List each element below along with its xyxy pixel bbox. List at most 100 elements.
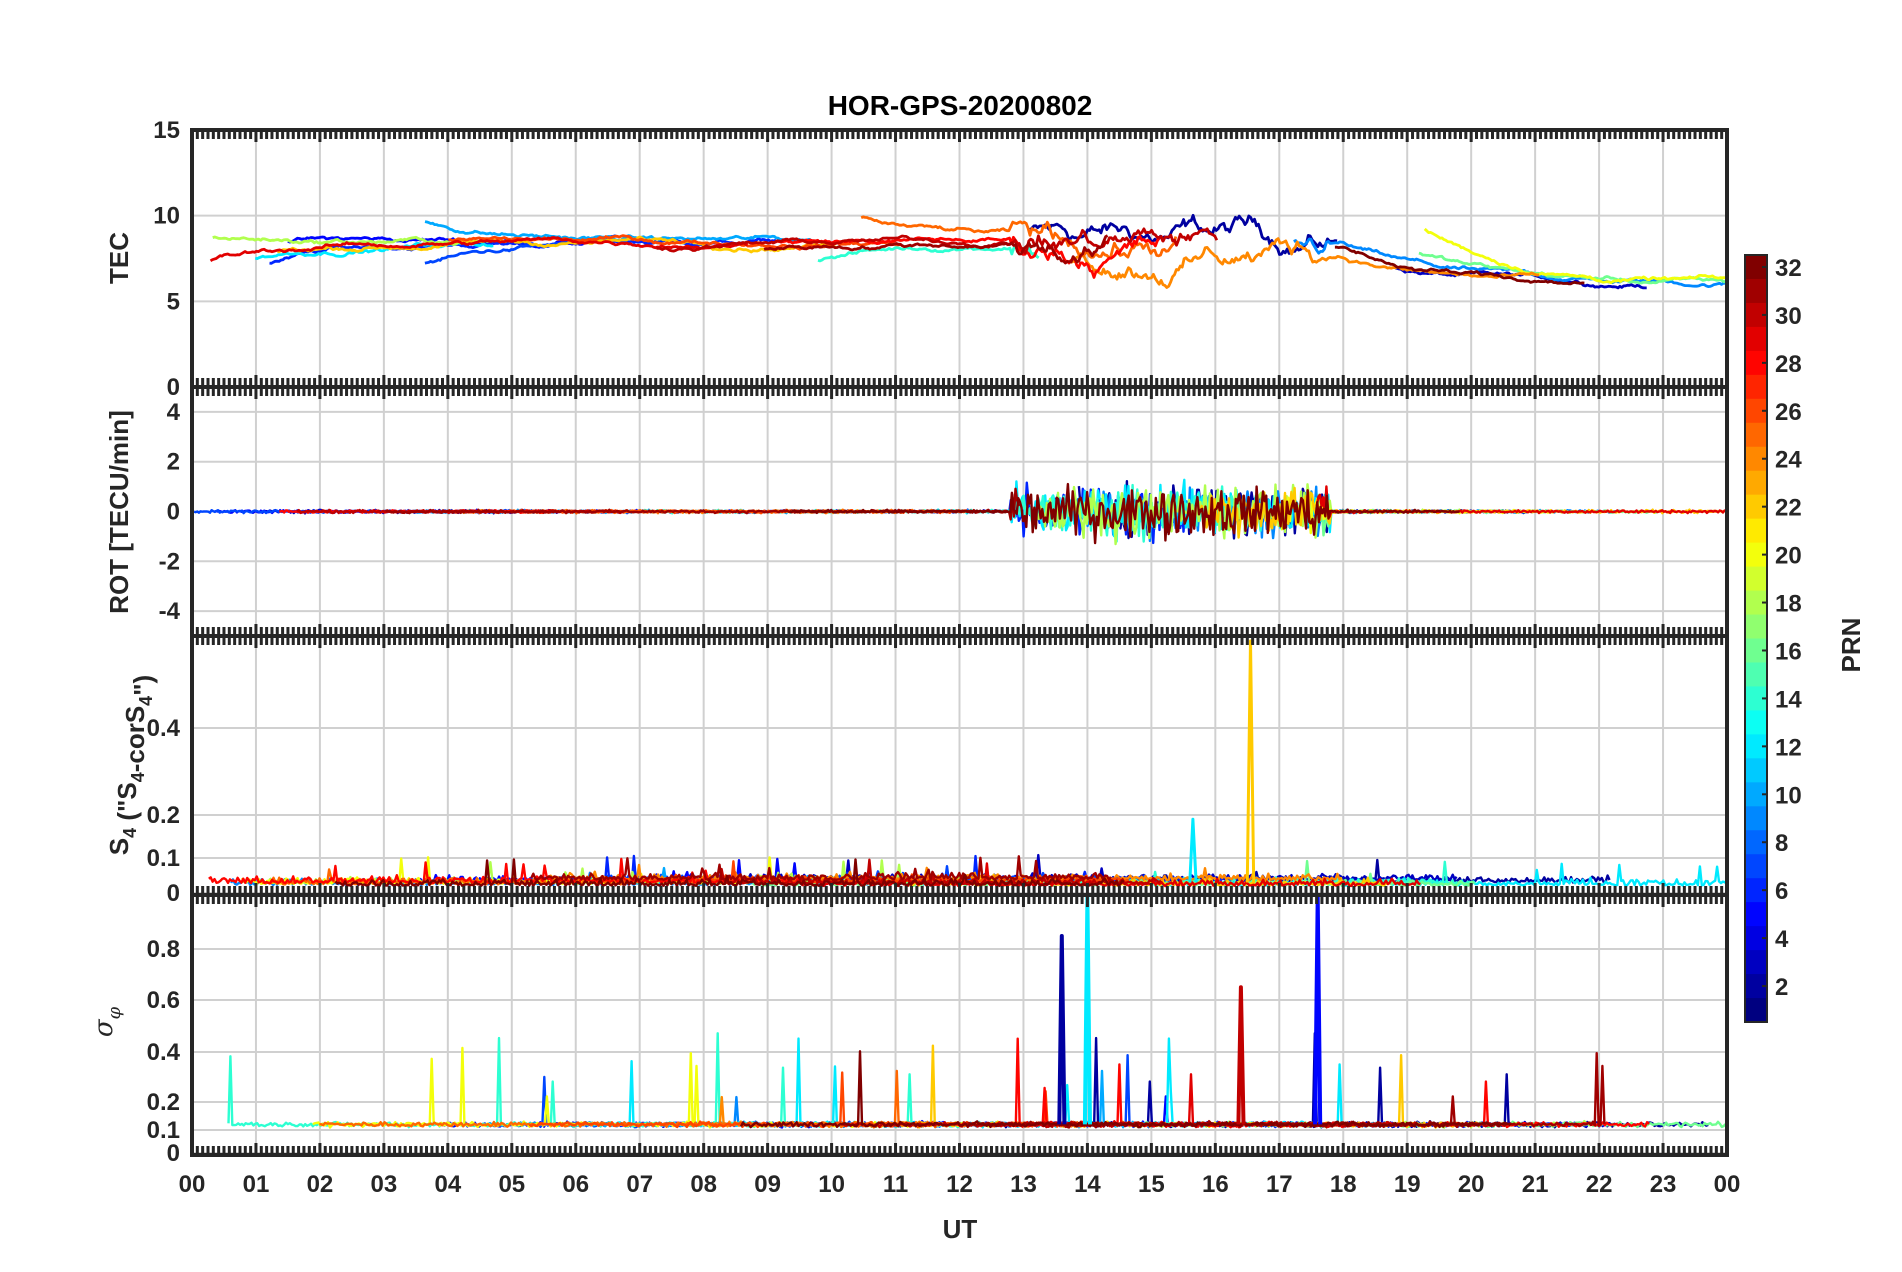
y-tick-label: -4 xyxy=(159,598,181,625)
y-tick-label: 0.6 xyxy=(147,987,180,1014)
tec-line-prn-14 xyxy=(817,245,1040,263)
tec-line-prn-18 xyxy=(212,235,494,246)
colorbar-tick-label: 32 xyxy=(1775,255,1802,282)
colorbar-swatch xyxy=(1745,255,1767,280)
tec-line-prn-25 xyxy=(860,215,1178,259)
y-tick-label: 2 xyxy=(167,449,180,476)
x-tick-label: 09 xyxy=(754,1171,781,1198)
grid xyxy=(191,129,1728,388)
y-tick-label: 0 xyxy=(167,1140,180,1167)
colorbar-tick-label: 8 xyxy=(1775,830,1788,857)
panel-3: 0.4 0.2 0.1 0 xyxy=(147,636,1728,907)
colorbar-swatch xyxy=(1745,830,1767,855)
colorbar-swatch xyxy=(1745,662,1767,688)
colorbar-tick-label: 20 xyxy=(1775,543,1802,570)
x-tick-label: 16 xyxy=(1202,1171,1229,1198)
x-tick-label: 14 xyxy=(1074,1171,1101,1198)
colorbar-swatch xyxy=(1745,710,1767,735)
colorbar-tick-label: 22 xyxy=(1775,495,1802,522)
y-tick-label: 0 xyxy=(167,880,180,907)
colorbar-swatch xyxy=(1745,806,1767,831)
colorbar-swatch xyxy=(1745,278,1767,304)
x-tick-label: 10 xyxy=(818,1171,845,1198)
x-tick-label: 12 xyxy=(946,1171,973,1198)
y-tick-label: 0 xyxy=(167,374,180,401)
sigma-peak xyxy=(1313,895,1323,1125)
colorbar-swatch xyxy=(1745,374,1767,400)
grid xyxy=(191,636,1728,895)
y-tick-label: 0.8 xyxy=(147,936,180,963)
tec-line-prn-30 xyxy=(656,227,1219,255)
y-axis-label-part: 4 xyxy=(128,772,148,782)
colorbar-tick-label: 18 xyxy=(1775,591,1802,618)
y-tick-label: 0 xyxy=(167,499,180,526)
s4-line-prn-31 xyxy=(530,855,1112,881)
panel-frame-4 xyxy=(190,893,1729,1157)
sigma-peak xyxy=(1236,985,1246,1125)
tec-line-prn-22 xyxy=(277,235,837,254)
x-tick-label: 21 xyxy=(1522,1171,1549,1198)
panels: 151050420-2-40.40.20.100.80.60.40.20.10T… xyxy=(89,117,1729,1167)
colorbar-swatch xyxy=(1745,782,1767,807)
y-axis-label-2: ROT [TECU/min] xyxy=(104,410,134,614)
colorbar-swatch xyxy=(1745,422,1767,448)
colorbar-tick-label: 16 xyxy=(1775,638,1802,665)
x-tick-label: 03 xyxy=(371,1171,398,1198)
y-axis-label-3: S4 ("S4-corS4") xyxy=(104,675,158,855)
sigma-line-prn-32 xyxy=(740,1050,1512,1129)
colorbar-tick-label: 6 xyxy=(1775,878,1788,905)
x-tick-label: 23 xyxy=(1650,1171,1677,1198)
colorbar-swatch xyxy=(1745,302,1767,328)
tec-line-prn-6 xyxy=(269,237,777,265)
x-tick-label: 02 xyxy=(307,1171,334,1198)
sigma-line-prn-22 xyxy=(863,1044,1484,1129)
colorbar-tick-label: 12 xyxy=(1775,734,1802,761)
y-tick-label: 0.4 xyxy=(147,1039,181,1066)
colorbar-tick-label: 26 xyxy=(1775,399,1802,426)
y-axis-label-part: S xyxy=(104,838,134,855)
rot-series xyxy=(193,478,1727,546)
sigma-symbol: σ xyxy=(89,1018,119,1037)
colorbar-swatch xyxy=(1745,854,1767,879)
colorbar-swatch xyxy=(1745,926,1767,951)
colorbar-tick-label: 24 xyxy=(1775,447,1802,474)
x-tick-label: 11 xyxy=(883,1171,908,1198)
x-axis-label: UT xyxy=(943,1214,978,1244)
x-tick-label: 01 xyxy=(243,1171,270,1198)
tec-line-prn-31 xyxy=(763,234,1109,265)
y-tick-label: 0.2 xyxy=(147,1089,180,1116)
x-tick-label: 07 xyxy=(626,1171,653,1198)
y-axis-label-1: TEC xyxy=(104,232,134,284)
sigma-line-prn-20 xyxy=(312,1046,1053,1129)
x-tick-label: 13 xyxy=(1010,1171,1037,1198)
x-tick-label: 04 xyxy=(434,1171,461,1198)
s4-series xyxy=(208,639,1728,888)
colorbar-tick-label: 2 xyxy=(1775,974,1788,1001)
x-tick-label: 15 xyxy=(1138,1171,1165,1198)
sigma-subscript: φ xyxy=(104,1006,125,1019)
sigma-line-prn-10 xyxy=(487,1069,1255,1129)
colorbar-swatch xyxy=(1745,350,1767,376)
colorbar-swatch xyxy=(1745,638,1767,664)
colorbar-swatch xyxy=(1745,542,1767,568)
colorbar-swatch xyxy=(1745,614,1767,640)
colorbar-swatch xyxy=(1745,974,1767,999)
sigma-series xyxy=(227,895,1727,1129)
s4-peak xyxy=(1245,639,1256,883)
x-tick-label: 00 xyxy=(179,1171,206,1198)
colorbar-swatch xyxy=(1745,566,1767,592)
colorbar-swatch xyxy=(1745,470,1767,496)
x-tick-label: 06 xyxy=(562,1171,589,1198)
x-tick-label: 19 xyxy=(1394,1171,1421,1198)
colorbar-tick-label: 4 xyxy=(1775,926,1789,953)
y-axis-label-part: -corS xyxy=(120,706,150,772)
x-axis-ticks: 00 01 02 03 04 05 06 07 08 09 10 11 12 13 14 15 16 17 18 19… xyxy=(179,1171,1741,1198)
y-axis-label-part: ") xyxy=(128,675,158,696)
colorbar-tick-label: 28 xyxy=(1775,351,1802,378)
sigma-line-prn-25 xyxy=(319,1069,1099,1129)
x-tick-label: 00 xyxy=(1714,1171,1741,1198)
sigma-line-prn-26 xyxy=(528,1071,1101,1129)
x-tick-label: 17 xyxy=(1266,1171,1293,1198)
y-axis-label-4: σφ xyxy=(89,1006,125,1037)
